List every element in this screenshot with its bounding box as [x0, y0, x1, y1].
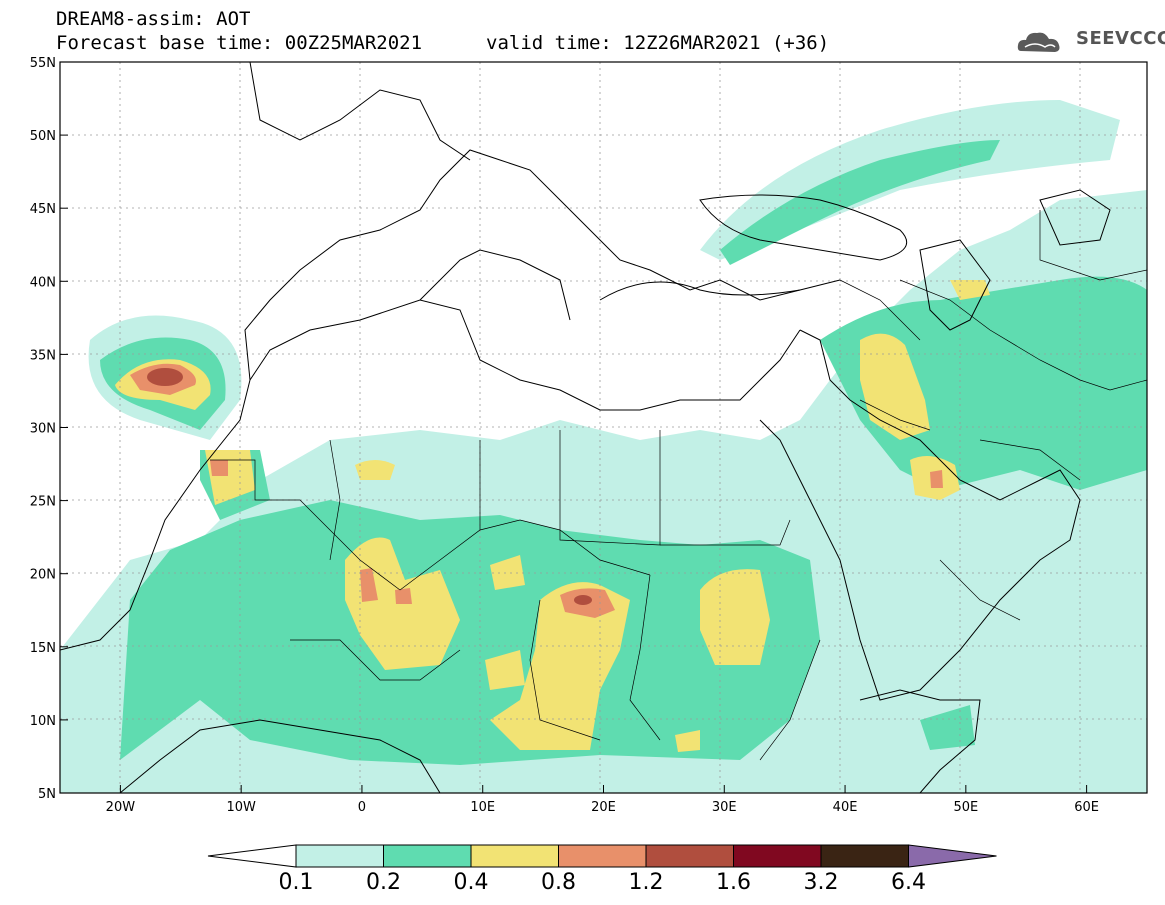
- lat-tick-label: 30N: [30, 422, 56, 437]
- country-borders: [210, 210, 1147, 761]
- lon-tick-label: 40E: [833, 800, 858, 815]
- colorbar: [207, 844, 997, 868]
- lon-tick-label: 0: [358, 800, 366, 815]
- lon-tick-label: 10E: [470, 800, 495, 815]
- colorbar-over-triangle: [908, 844, 997, 868]
- logo-text: SEEVCCC: [1076, 28, 1165, 49]
- coastlines: [60, 62, 1111, 793]
- colorbar-label: 0.8: [541, 870, 576, 895]
- title-line-1: DREAM8-assim: AOT: [56, 8, 251, 30]
- lon-tick-label: 10W: [226, 800, 256, 815]
- colorbar-label: 1.2: [628, 870, 664, 895]
- title-line-2: Forecast base time: 00Z25MAR2021: [56, 32, 423, 54]
- colorbar-segment: [383, 844, 472, 868]
- graticule: [60, 62, 1147, 793]
- lat-tick-label: 45N: [30, 202, 56, 217]
- aot-shading-mid: [100, 140, 1147, 765]
- lat-tick-label: 20N: [30, 568, 56, 583]
- lat-tick-label: 10N: [30, 714, 56, 729]
- lon-tick-label: 20W: [106, 800, 136, 815]
- colorbar-label: 0.4: [453, 870, 489, 895]
- lat-tick-label: 15N: [30, 641, 56, 656]
- lat-tick-label: 50N: [30, 129, 56, 144]
- colorbar-label: 1.6: [716, 870, 751, 895]
- colorbar-segment: [558, 844, 647, 868]
- valid-time: valid time: 12Z26MAR2021 (+36): [486, 32, 830, 54]
- colorbar-segment: [820, 844, 909, 868]
- colorbar-label: 0.1: [278, 870, 314, 895]
- lon-tick-label: 30E: [712, 800, 737, 815]
- lon-tick-label: 60E: [1074, 800, 1099, 815]
- colorbar-label: 6.4: [891, 870, 926, 895]
- colorbar-label: 3.2: [803, 870, 839, 895]
- colorbar-under-triangle: [207, 844, 297, 868]
- colorbar-segment: [295, 844, 384, 868]
- lat-tick-label: 40N: [30, 275, 56, 290]
- lat-tick-label: 35N: [30, 348, 56, 363]
- colorbar-label: 0.2: [366, 870, 401, 895]
- lat-tick-label: 55N: [30, 56, 56, 71]
- lat-tick-label: 25N: [30, 495, 56, 510]
- lon-ticks: 20W 10W 0 10E 20E 30E 40E 50E 60E: [106, 785, 1099, 815]
- lat-tick-label: 5N: [38, 787, 56, 802]
- lon-tick-label: 20E: [591, 800, 616, 815]
- colorbar-segment: [645, 844, 734, 868]
- lon-tick-label: 50E: [953, 800, 978, 815]
- aot-shading-extreme: [147, 368, 592, 605]
- lat-ticks: 55N 50N 45N 40N 35N 30N 25N 20N 15N 10N 5N: [30, 56, 68, 802]
- colorbar-segment: [470, 844, 559, 868]
- colorbar-segment: [733, 844, 822, 868]
- cloud-logo-icon: [1017, 32, 1060, 52]
